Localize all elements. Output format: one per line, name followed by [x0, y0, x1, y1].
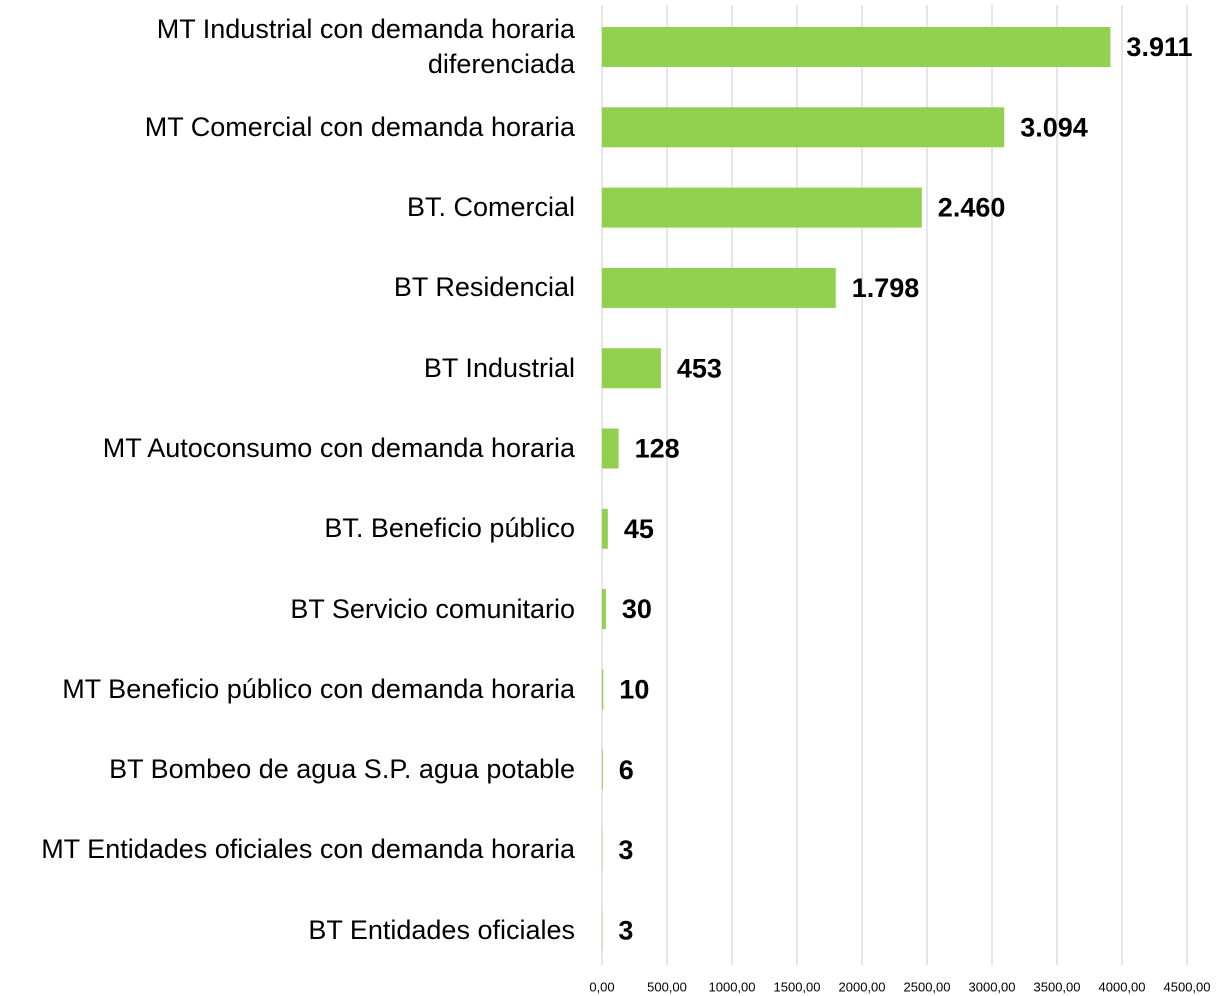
x-tick-label: 0,00 — [589, 979, 614, 994]
category-label: MT Comercial con demanda horaria — [144, 111, 575, 142]
bar — [602, 348, 661, 389]
category-label: BT Bombeo de agua S.P. agua potable — [109, 754, 575, 785]
category-label: BT Servicio comunitario — [290, 593, 575, 624]
value-label: 3.911 — [1126, 32, 1192, 62]
bar — [602, 749, 603, 790]
bar — [602, 589, 606, 630]
x-tick-label: 3500,00 — [1034, 979, 1081, 994]
category-label: BT. Beneficio público — [324, 513, 575, 544]
value-label: 3 — [618, 835, 633, 865]
category-label: MT Autoconsumo con demanda horaria — [102, 432, 575, 463]
value-label: 2.460 — [938, 193, 1006, 223]
bar — [602, 27, 1111, 67]
x-tick-label: 3000,00 — [969, 979, 1016, 994]
category-label: BT Residencial — [393, 272, 575, 303]
x-tick-label: 1500,00 — [774, 979, 821, 994]
value-label: 3.094 — [1020, 112, 1088, 142]
x-tick-label: 4000,00 — [1099, 979, 1146, 994]
bar — [602, 428, 619, 469]
value-label: 10 — [619, 675, 649, 705]
bar — [602, 107, 1005, 148]
category-label: BT Entidades oficiales — [308, 914, 575, 945]
value-label: 6 — [619, 755, 634, 785]
value-label: 45 — [624, 514, 654, 544]
value-label: 1.798 — [852, 273, 920, 303]
category-label: BT Industrial — [423, 352, 575, 383]
category-label: MT Industrial con demanda horaria difere… — [156, 13, 575, 79]
value-label: 453 — [677, 353, 722, 383]
bar — [602, 267, 836, 308]
bar — [602, 508, 608, 549]
x-tick-label: 2500,00 — [904, 979, 951, 994]
x-tick-label: 2000,00 — [839, 979, 886, 994]
bar — [602, 187, 922, 228]
category-label: MT Entidades oficiales con demanda horar… — [41, 834, 575, 865]
value-label: 128 — [635, 434, 680, 464]
value-label: 30 — [622, 594, 652, 624]
x-tick-label: 500,00 — [647, 979, 687, 994]
x-tick-label: 1000,00 — [709, 979, 756, 994]
category-label: MT Beneficio público con demanda horaria — [62, 673, 575, 704]
category-label: BT. Comercial — [406, 192, 575, 223]
x-tick-label: 4500,00 — [1164, 979, 1211, 994]
value-label: 3 — [618, 915, 633, 945]
bar — [602, 669, 604, 710]
